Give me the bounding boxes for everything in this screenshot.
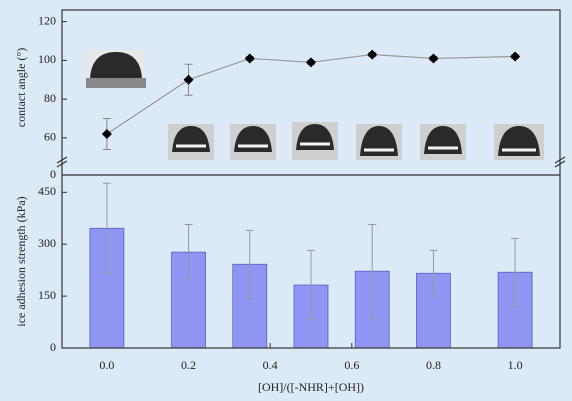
- error-bar: [307, 249, 315, 321]
- point: [306, 57, 316, 68]
- plot-frame: [61, 9, 561, 349]
- x-axis-label: [OH]/([-NHR]+[OH]): [258, 380, 364, 394]
- y-tick-label: 80: [44, 91, 56, 105]
- error-bar: [429, 249, 438, 297]
- x-tick-label: 1.0: [508, 358, 523, 372]
- y-axis-label: ice adhesion strength (kPa): [14, 196, 28, 326]
- x-tick-label: 0.4: [263, 358, 278, 372]
- break-mark: [56, 156, 566, 168]
- axis-break-label: 0: [50, 167, 56, 181]
- point: [183, 74, 194, 85]
- x-tick-label: 0.0: [99, 358, 114, 372]
- error-bar: [368, 223, 377, 319]
- error-bar: [184, 223, 193, 281]
- y-tick-label: 120: [38, 13, 56, 27]
- point: [510, 51, 521, 62]
- point: [367, 49, 378, 60]
- y-tick-label: 60: [44, 130, 56, 144]
- y-tick-label: 100: [38, 52, 56, 66]
- droplet-substrate: [86, 78, 146, 88]
- x-tick-label: 0.2: [181, 358, 196, 372]
- point: [101, 129, 112, 139]
- error-bar: [511, 237, 520, 307]
- x-tick-label: 0.6: [344, 358, 359, 372]
- droplet-images: [86, 50, 544, 160]
- x-tick-label: 0.8: [426, 358, 441, 372]
- y-axis-label: contact angle (°): [14, 48, 28, 127]
- y-tick-label: 450: [38, 184, 56, 198]
- error-bar: [245, 229, 254, 299]
- point: [244, 53, 255, 64]
- y-tick-label: 300: [38, 236, 56, 250]
- error-bar: [102, 182, 111, 274]
- y-tick-label: 0: [50, 340, 56, 354]
- droplet: [90, 52, 142, 78]
- point: [428, 53, 439, 64]
- y-tick-label: 150: [38, 288, 56, 302]
